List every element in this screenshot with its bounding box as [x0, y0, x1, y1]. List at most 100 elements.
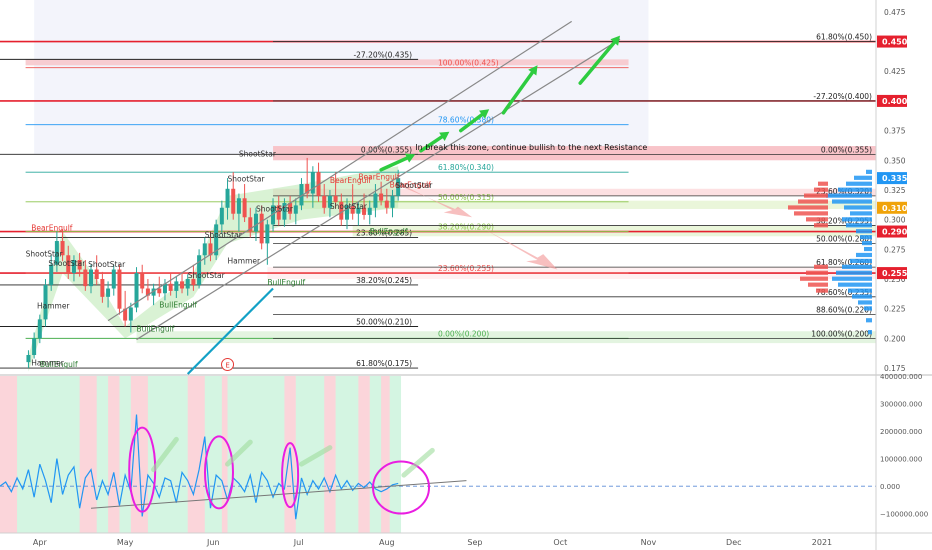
- candle-body: [89, 269, 94, 287]
- volume-profile-bar: [818, 181, 828, 186]
- candle-body: [259, 213, 264, 244]
- time-tick-label: Apr: [33, 538, 48, 547]
- pattern-label: ShootStar: [48, 259, 86, 268]
- pattern-label: ShootStar: [205, 230, 243, 239]
- oscillator-arrow: [151, 436, 179, 473]
- volume-profile-bar: [836, 270, 872, 275]
- oscillator-bear-band: [187, 376, 205, 533]
- volume-profile-bar: [806, 270, 828, 275]
- fib-right-label: 88.60%(0.220): [816, 306, 872, 315]
- candle-body: [180, 281, 185, 289]
- channel-lower: [136, 38, 621, 341]
- volume-profile-bar: [846, 223, 872, 228]
- candle-body: [157, 288, 162, 294]
- oscillator-arrow: [225, 439, 253, 467]
- volume-profile-bar: [788, 205, 828, 210]
- oscillator-tick-label: 300000.000: [880, 401, 922, 409]
- oscillator-bear-band: [130, 376, 148, 533]
- candle-body: [140, 273, 145, 289]
- fib-band-50: [284, 200, 876, 209]
- oscillator-bear-band: [221, 376, 228, 533]
- candle-body: [111, 269, 116, 289]
- price-tick-label: 0.325: [884, 186, 906, 195]
- fib-mid-label: 38.20%(0.290): [438, 223, 494, 232]
- candle-body: [134, 273, 139, 308]
- bullish-arrow-head: [439, 131, 450, 141]
- pattern-label: BearEngulf: [31, 223, 73, 232]
- price-tick-label: 0.225: [884, 305, 906, 314]
- background-layer: [25, 0, 877, 372]
- price-tick-label: 0.200: [884, 334, 906, 343]
- fib-mid-label: 23.60%(0.255): [438, 264, 494, 273]
- candle-body: [390, 195, 395, 208]
- pattern-label: BearEngulf: [358, 172, 400, 181]
- price-tag-label: 0.255: [882, 269, 908, 278]
- volume-profile: [788, 169, 872, 335]
- candle-body: [367, 207, 372, 215]
- fib-right-label: 61.80%(0.450): [816, 33, 872, 42]
- candle-body: [32, 338, 37, 356]
- price-tick-label: 0.425: [884, 67, 906, 76]
- candle-body: [225, 188, 230, 208]
- volume-profile-bar: [806, 217, 828, 222]
- candle-body: [191, 279, 196, 285]
- candle-body: [384, 200, 389, 208]
- candle-body: [162, 283, 167, 294]
- candle-body: [253, 213, 258, 232]
- fib-left-label: -27.20%(0.435): [353, 50, 412, 59]
- price-axis[interactable]: 0.475 0.450 0.425 0.400 0.375 0.350 0.325 0.300…: [875, 0, 928, 550]
- candle-body: [379, 193, 384, 201]
- time-tick-label: Jul: [293, 538, 304, 547]
- fib-right-label: 78.60%(0.235): [816, 288, 872, 297]
- oscillator-trendline: [90, 480, 467, 509]
- channel-upper: [107, 20, 573, 322]
- event-marker: E: [221, 358, 235, 372]
- pattern-label: BullEngulf: [370, 227, 408, 236]
- pattern-label: Hammer: [37, 302, 70, 311]
- fib-mid-label: 100.00%(0.425): [438, 59, 499, 68]
- oscillator-bear-band: [324, 376, 336, 533]
- fib-left-label: 23.60%(0.285): [356, 228, 412, 237]
- pattern-label: ShootStar: [188, 271, 226, 280]
- candle-body: [356, 207, 361, 214]
- candle-body: [145, 288, 150, 296]
- oscillator-tick-label: 200000.000: [880, 428, 922, 436]
- volume-profile-bar: [838, 282, 872, 287]
- price-tick-label: 0.250: [884, 275, 906, 284]
- teal-trend: [186, 287, 274, 375]
- time-tick-label: 2021: [812, 538, 832, 547]
- oscillator-tick-label: 100000.000: [880, 456, 922, 464]
- time-tick-label: Nov: [641, 538, 657, 547]
- candle-body: [219, 207, 224, 225]
- candle-body: [214, 224, 219, 256]
- oscillator-bear-band: [358, 376, 370, 533]
- candle-body: [168, 283, 173, 291]
- candle-body: [83, 269, 88, 287]
- time-tick-label: May: [117, 538, 134, 547]
- trendline-layer: [107, 20, 621, 375]
- candle-body: [276, 205, 281, 220]
- candle-body: [333, 195, 338, 202]
- volume-profile-bar: [858, 300, 872, 305]
- candle-body: [197, 255, 202, 285]
- fibonacci-layer: -27.20%(0.435) 0.00%(0.355) 23.60%(0.285) 3…: [0, 33, 876, 369]
- candle-body: [54, 241, 59, 265]
- price-tag: [877, 225, 907, 238]
- candle-body: [231, 188, 236, 214]
- event-marker-label: E: [225, 362, 229, 370]
- candle-body: [344, 205, 349, 220]
- oscillator-pane: [0, 374, 932, 533]
- candle-body: [208, 243, 213, 256]
- fib-left-label: 61.80%(0.175): [356, 359, 412, 368]
- candle-body: [362, 207, 367, 215]
- candle-body: [248, 217, 253, 232]
- bullish-arrow-shaft: [379, 156, 409, 172]
- price-tag: [877, 201, 907, 214]
- volume-profile-bar: [852, 294, 872, 299]
- time-axis[interactable]: Apr May Jun Jul Aug Sep Oct Nov Dec 2021: [0, 532, 932, 547]
- price-tick-label: 0.475: [884, 8, 906, 17]
- volume-profile-bar: [814, 223, 828, 228]
- candle-body: [151, 288, 156, 296]
- volume-profile-bar: [842, 264, 872, 269]
